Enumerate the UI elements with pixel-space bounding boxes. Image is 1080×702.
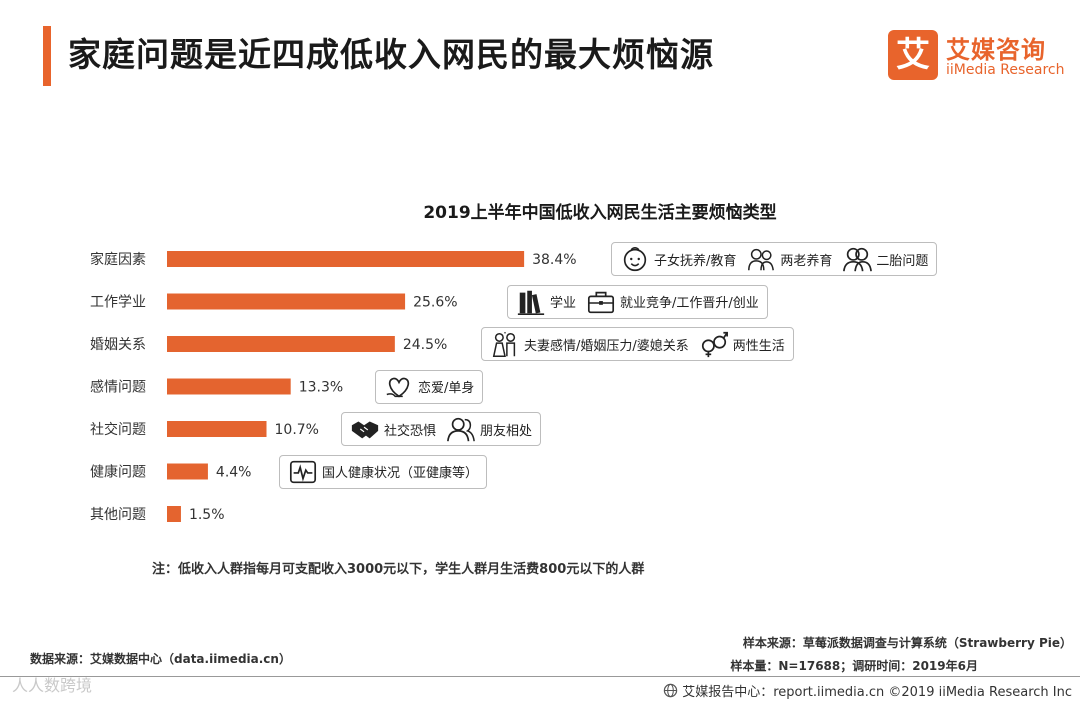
- tag-text: 夫妻感情/婚姻压力/婆媳关系: [524, 338, 689, 354]
- value-label: 38.4%: [532, 252, 576, 268]
- heart-monitor-icon: [289, 460, 317, 483]
- tag-box: 夫妻感情/婚姻压力/婆媳关系 两性生活: [481, 327, 794, 361]
- tag-item: 就业竞争/工作晋升/创业: [586, 287, 759, 317]
- tag-box: 恋爱/单身: [375, 369, 484, 404]
- tag-item: 社交恐惧: [350, 414, 436, 444]
- bar: [167, 293, 406, 310]
- tag-text: 国人健康状况（亚健康等）: [322, 466, 479, 481]
- footer-divider: [0, 676, 1080, 677]
- friends-icon: [447, 417, 475, 442]
- tag-item: 子女抚养/教育: [620, 244, 736, 274]
- value-label: 10.7%: [275, 422, 319, 438]
- logo-cn-text: 艾媒咨询: [946, 36, 1046, 64]
- two-people-icon: [843, 247, 873, 272]
- chart-title: 2019上半年中国低收入网民生活主要烦恼类型: [423, 203, 777, 223]
- bar: [167, 463, 208, 480]
- tag-text: 二胎问题: [876, 253, 929, 269]
- tag-text: 恋爱/单身: [418, 381, 475, 396]
- bar: [167, 378, 291, 395]
- bar: [167, 506, 181, 522]
- category-label: 其他问题: [90, 507, 146, 523]
- tag-text: 两性生活: [732, 338, 785, 354]
- footer-text: 艾媒报告中心：report.iimedia.cn ©2019 iiMedia R…: [682, 685, 1072, 700]
- globe-icon: [663, 683, 678, 698]
- tag-text: 就业竞争/工作晋升/创业: [620, 296, 759, 311]
- value-label: 13.3%: [299, 380, 343, 396]
- sample-source: 样本来源：草莓派数据调查与计算系统（Strawberry Pie）: [742, 636, 1072, 650]
- category-label: 家庭因素: [90, 251, 146, 268]
- value-label: 25.6%: [413, 295, 457, 311]
- value-label: 24.5%: [403, 337, 447, 353]
- tag-box: 社交恐惧 朋友相处: [341, 412, 542, 446]
- tag-text: 社交恐惧: [384, 423, 437, 439]
- data-source: 数据来源：艾媒数据中心（data.iimedia.cn）: [30, 652, 291, 666]
- baby-face-icon: [623, 247, 647, 272]
- sample-size: 样本量：N=17688；调研时间：2019年6月: [730, 659, 978, 673]
- tag-box: 国人健康状况（亚健康等）: [279, 454, 488, 489]
- value-label: 1.5%: [189, 507, 225, 523]
- watermark: 人人数跨境: [12, 676, 93, 695]
- bar: [167, 251, 525, 267]
- tag-text: 两老养育: [780, 253, 833, 269]
- tag-item: 夫妻感情/婚姻压力/婆媳关系: [490, 329, 689, 359]
- logo-en-text: iiMedia Research: [946, 62, 1065, 78]
- handshake-icon: [351, 421, 379, 439]
- tag-item: 国人健康状况（亚健康等）: [288, 457, 478, 487]
- category-label: 感情问题: [90, 379, 146, 396]
- category-label: 工作学业: [90, 295, 146, 311]
- value-label: 4.4%: [216, 465, 252, 481]
- tag-text: 子女抚养/教育: [654, 253, 737, 269]
- bar: [167, 336, 395, 352]
- tag-item: 两性生活: [699, 329, 785, 359]
- tag-text: 学业: [550, 296, 577, 311]
- page-title: 家庭问题是近四成低收入网民的最大烦恼源: [68, 35, 714, 74]
- category-label: 婚姻关系: [90, 337, 146, 353]
- tag-box: 学业 就业竞争/工作晋升/创业: [507, 284, 768, 319]
- briefcase-icon: [587, 291, 615, 313]
- tag-item: 朋友相处: [446, 414, 532, 444]
- wedding-couple-icon: [492, 331, 516, 357]
- chart-note: 注：低收入人群指每月可支配收入3000元以下，学生人群月生活费800元以下的人群: [152, 562, 645, 577]
- tag-box: 子女抚养/教育 两老养育 二胎问题: [611, 242, 938, 276]
- iimedia-logo: 艾 艾媒咨询 iiMedia Research: [888, 30, 1068, 82]
- category-label: 社交问题: [90, 421, 146, 438]
- tag-item: 恋爱/单身: [384, 372, 474, 402]
- tag-item: 二胎问题: [842, 244, 928, 274]
- category-label: 健康问题: [90, 464, 146, 481]
- tag-item: 两老养育: [746, 244, 832, 274]
- tag-text: 朋友相处: [480, 423, 533, 439]
- title-accent-bar: [43, 26, 51, 86]
- books-icon: [517, 290, 545, 315]
- heart-hand-icon: [386, 377, 410, 397]
- tag-item: 学业: [516, 287, 576, 317]
- footer: 艾媒报告中心：report.iimedia.cn ©2019 iiMedia R…: [663, 681, 1072, 700]
- elderly-couple-icon: [748, 248, 775, 271]
- gender-symbols-icon: [701, 331, 728, 358]
- bar: [167, 421, 267, 437]
- logo-mark: 艾: [888, 30, 938, 80]
